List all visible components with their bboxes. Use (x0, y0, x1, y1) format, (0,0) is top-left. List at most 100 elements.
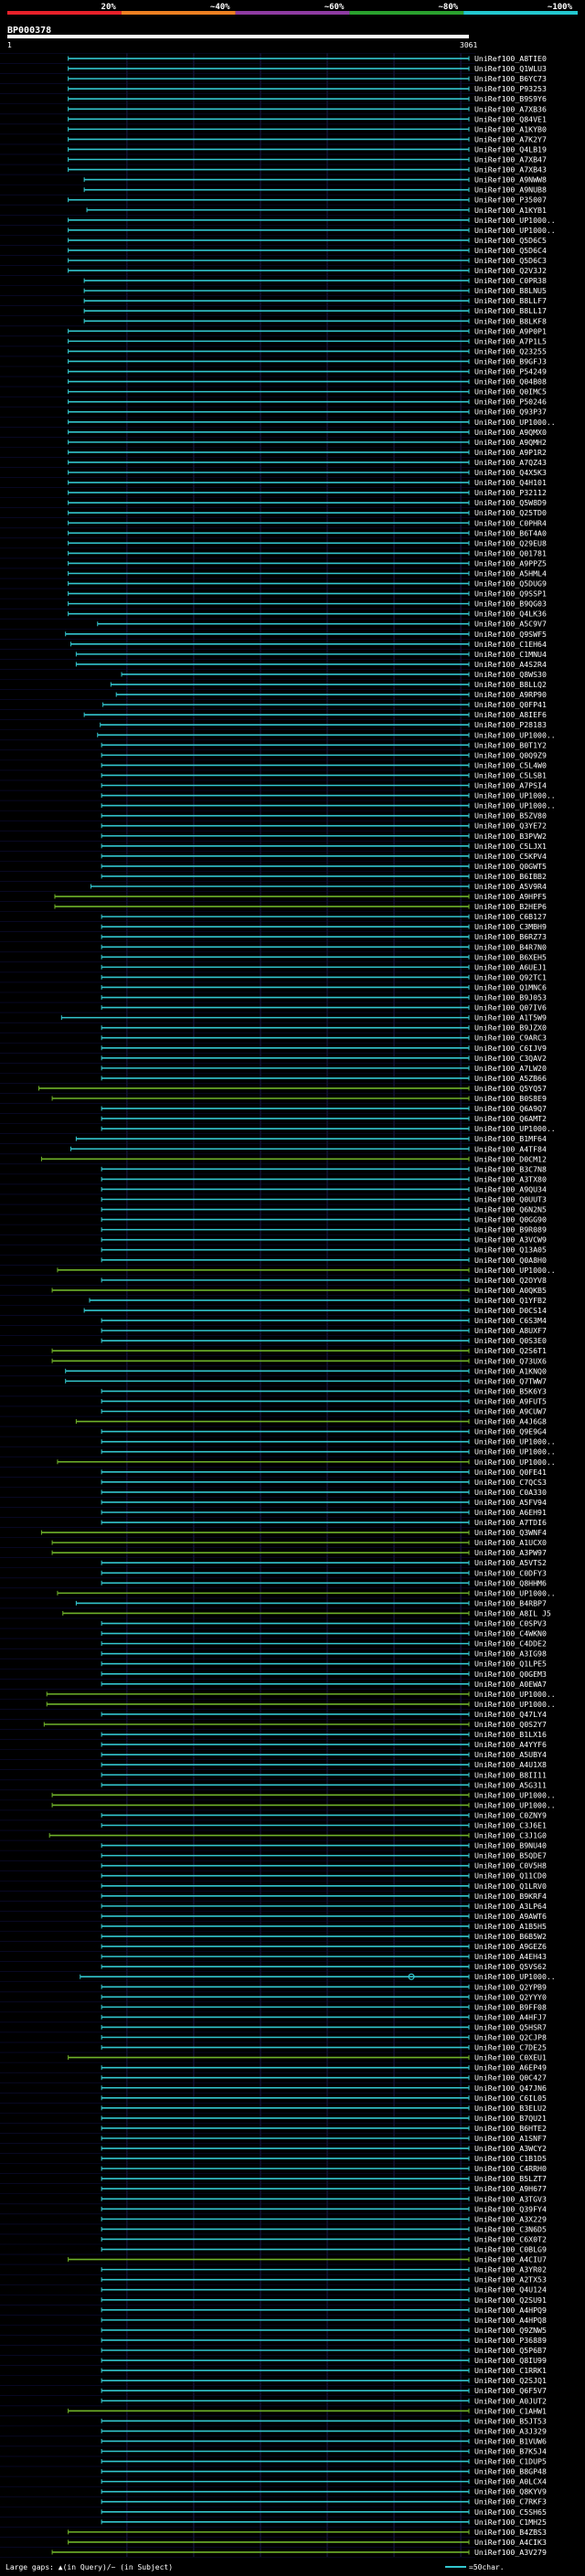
hit-label: UniRef100_Q3WNF4 (474, 1528, 547, 1537)
hit-label: UniRef100_A9QMX0 (474, 428, 547, 437)
hit-label: UniRef100_A0QKB5 (474, 1286, 547, 1295)
hit-label: UniRef100_A4HPQ9 (474, 2306, 547, 2315)
hit-label: UniRef100_P93253 (474, 84, 547, 93)
scale-text: =50char. (469, 2563, 505, 2571)
hit-label: UniRef100_A4U1X8 (474, 1760, 547, 1769)
hit-label: UniRef100_B9KRF4 (474, 1892, 547, 1901)
hit-label: UniRef100_Q0S2Y7 (474, 1720, 547, 1729)
hit-label: UniRef100_UP1000.. (474, 1458, 556, 1467)
hit-label: UniRef100_P28183 (474, 720, 547, 729)
hit-label: UniRef100_A7PSI4 (474, 781, 547, 790)
hit-label: UniRef100_A7TDI6 (474, 1518, 547, 1527)
query-bar (7, 35, 469, 38)
hit-label: UniRef100_A3TX80 (474, 1174, 547, 1183)
hit-label: UniRef100_C6B127 (474, 912, 547, 921)
hit-label: UniRef100_Q5DUG9 (474, 579, 547, 588)
hit-label: UniRef100_Q29EU8 (474, 538, 547, 547)
grid-lines (0, 53, 475, 2558)
hit-label: UniRef100_B1VUW6 (474, 2436, 547, 2445)
scale-segment (235, 11, 350, 15)
scale-segment (7, 11, 122, 15)
hit-label: UniRef100_B6XEH5 (474, 952, 547, 961)
hit-label: UniRef100_A7XB47 (474, 155, 547, 164)
hit-label: UniRef100_Q9SSP1 (474, 589, 547, 599)
hit-label: UniRef100_Q1WLU3 (474, 64, 547, 73)
hit-label: UniRef100_B8LKF8 (474, 316, 547, 325)
hit-label: UniRef100_UP1000.. (474, 1266, 556, 1275)
hit-label: UniRef100_A9HPF5 (474, 892, 547, 901)
hit-label: UniRef100_Q2V3J2 (474, 266, 547, 275)
hit-label: UniRef100_C0BLG9 (474, 2245, 547, 2254)
hit-label: UniRef100_Q8WS30 (474, 670, 547, 679)
hit-label: UniRef100_A9GEZ6 (474, 1942, 547, 1951)
hit-label: UniRef100_C0XEU1 (474, 2053, 547, 2062)
hit-label: UniRef100_P35007 (474, 196, 547, 205)
hit-label: UniRef100_Q8KYV9 (474, 2487, 547, 2496)
hit-label: UniRef100_A9NWW8 (474, 175, 547, 185)
hit-label: UniRef100_UP1000.. (474, 791, 556, 800)
hit-label: UniRef100_B3C7N8 (474, 1164, 547, 1173)
hit-label: UniRef100_Q47JN6 (474, 2083, 547, 2093)
hit-label: UniRef100_Q5HSR7 (474, 2022, 547, 2031)
hit-label: UniRef100_Q01781 (474, 548, 547, 557)
hit-label: UniRef100_B6YC73 (474, 74, 547, 83)
hit-label: UniRef100_C0SPV3 (474, 1619, 547, 1628)
hit-label: UniRef100_B5K6Y3 (474, 1386, 547, 1395)
hit-label: UniRef100_B5LZT7 (474, 2174, 547, 2183)
hit-label: UniRef100_B5ZV80 (474, 811, 547, 821)
hit-label: UniRef100_B9GFJ3 (474, 356, 547, 366)
hit-label: UniRef100_B8LLF7 (474, 296, 547, 305)
hit-label: UniRef100_B4RBP7 (474, 1598, 547, 1607)
hit-label: UniRef100_C1EH64 (474, 640, 547, 649)
chart-title: BP000378 (7, 26, 51, 36)
hit-label: UniRef100_C7QCS3 (474, 1478, 547, 1487)
hit-label: UniRef100_A3X229 (474, 2214, 547, 2223)
hit-label: UniRef100_UP1000.. (474, 226, 556, 235)
hit-label: UniRef100_Q2YYY0 (474, 1992, 547, 2001)
chart-footer: Large gaps: ▲(in Query)/~ (in Subject) =… (5, 2563, 505, 2571)
hit-label: UniRef100_B8GP48 (474, 2467, 547, 2476)
scale-label: ~80% (439, 3, 459, 12)
hit-label: UniRef100_A7K2Y7 (474, 134, 547, 143)
hit-label: UniRef100_A5C9V7 (474, 620, 547, 629)
hit-label: UniRef100_UP1000.. (474, 1588, 556, 1597)
hit-label: UniRef100_A3WCY2 (474, 2144, 547, 2153)
hit-label: UniRef100_C3QAV2 (474, 1054, 547, 1063)
hit-label: UniRef100_Q0S3E0 (474, 1336, 547, 1345)
hit-label: UniRef100_Q2SU91 (474, 2295, 547, 2305)
hit-label: UniRef100_A7XB36 (474, 104, 547, 113)
hit-label: UniRef100_Q0UUT3 (474, 1194, 547, 1203)
hit-label: UniRef100_A9RP90 (474, 690, 547, 699)
hit-label: UniRef100_B9FF08 (474, 2002, 547, 2011)
hit-label: UniRef100_A1SNF7 (474, 2134, 547, 2143)
hit-label: UniRef100_Q07IV6 (474, 1003, 547, 1012)
hit-label: UniRef100_Q0A8H0 (474, 1256, 547, 1265)
hit-label: UniRef100_C0A330 (474, 1488, 547, 1497)
hit-label: UniRef100_A9QU34 (474, 1184, 547, 1193)
hit-label: UniRef100_UP1000.. (474, 1700, 556, 1709)
hit-label: UniRef100_B1LX16 (474, 1730, 547, 1739)
hit-label: UniRef100_A4S2R4 (474, 660, 547, 669)
hit-label: UniRef100_UP1000.. (474, 1447, 556, 1457)
hit-label: UniRef100_B3ELU2 (474, 2104, 547, 2113)
hit-label: UniRef100_C5LJX1 (474, 842, 547, 851)
hit-label: UniRef100_A7QZ43 (474, 458, 547, 467)
hit-label: UniRef100_A5UBY4 (474, 1750, 547, 1759)
hit-label: UniRef100_A9AWT6 (474, 1912, 547, 1921)
hit-label: UniRef100_B6T4A0 (474, 528, 547, 537)
hit-label: UniRef100_P54249 (474, 367, 547, 376)
hit-label: UniRef100_A5ZB66 (474, 1074, 547, 1083)
hit-label: UniRef100_Q6A9Q7 (474, 1104, 547, 1113)
hit-label: UniRef100_C1MH25 (474, 2518, 547, 2527)
hit-label: UniRef100_A3TGV3 (474, 2194, 547, 2203)
hit-label: UniRef100_A4EH43 (474, 1952, 547, 1961)
hit-label: UniRef100_B4R7N0 (474, 942, 547, 951)
hit-label: UniRef100_A0EWA7 (474, 1680, 547, 1689)
hit-label: UniRef100_Q0GWT5 (474, 862, 547, 871)
hit-label: UniRef100_Q11CD0 (474, 1871, 547, 1881)
scale-label: ~40% (210, 3, 230, 12)
hit-label: UniRef100_A1KYB0 (474, 124, 547, 133)
hit-label: UniRef100_Q25TD0 (474, 508, 547, 517)
hit-label: UniRef100_A4J6G8 (474, 1417, 547, 1426)
scale-label: 20% (101, 3, 117, 12)
